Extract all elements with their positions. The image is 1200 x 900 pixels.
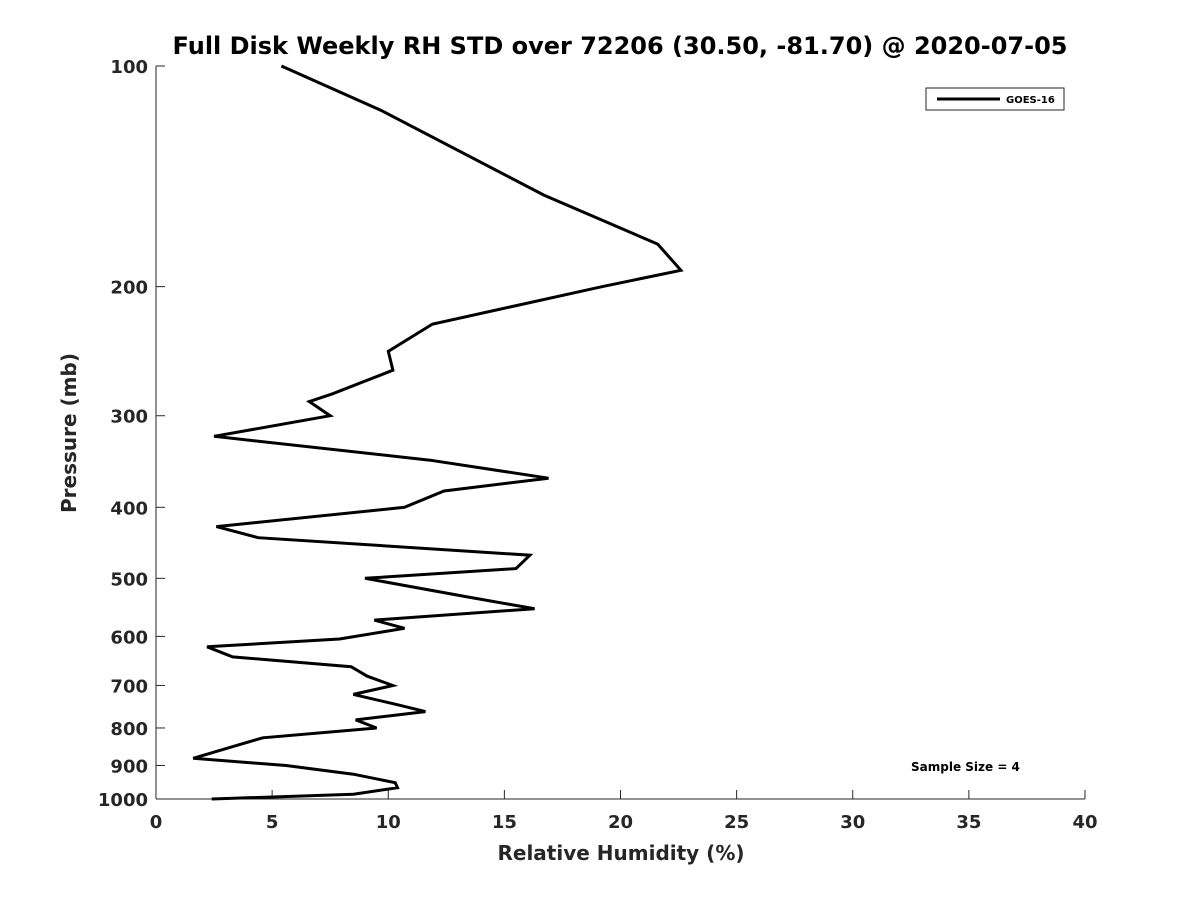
x-axis-label: Relative Humidity (%): [497, 841, 744, 865]
y-tick-label: 400: [110, 498, 148, 519]
y-tick-label: 500: [110, 569, 148, 590]
y-tick-label: 100: [110, 57, 148, 78]
sample-size-note: Sample Size = 4: [911, 760, 1020, 774]
x-tick-label: 40: [1072, 812, 1097, 833]
y-tick-label: 800: [110, 719, 148, 740]
x-tick-label: 10: [376, 812, 401, 833]
legend-label: GOES-16: [1006, 95, 1055, 106]
y-axis-label: Pressure (mb): [57, 353, 81, 513]
x-tick-label: 25: [724, 812, 749, 833]
legend: GOES-16: [925, 87, 1065, 111]
x-tick-label: 35: [956, 812, 981, 833]
plot-area: 0 5 10 15 20 25 30 35 40 100 200 300 400 500 600 700 800…: [98, 57, 1098, 833]
x-tick-label: 0: [150, 812, 163, 833]
y-tick-label: 200: [110, 278, 148, 299]
x-tick-label: 20: [608, 812, 633, 833]
y-tick-label: 1000: [98, 790, 148, 811]
y-tick-label: 600: [110, 627, 148, 648]
x-tick-label: 5: [266, 812, 279, 833]
series-line-goes-16: [192, 64, 684, 801]
x-tick-label: 30: [840, 812, 865, 833]
y-tick-label: 300: [110, 407, 148, 428]
chart-title: Full Disk Weekly RH STD over 72206 (30.5…: [173, 32, 1068, 60]
y-tick-label: 900: [110, 756, 148, 777]
y-tick-label: 700: [110, 676, 148, 697]
x-tick-label: 15: [492, 812, 517, 833]
